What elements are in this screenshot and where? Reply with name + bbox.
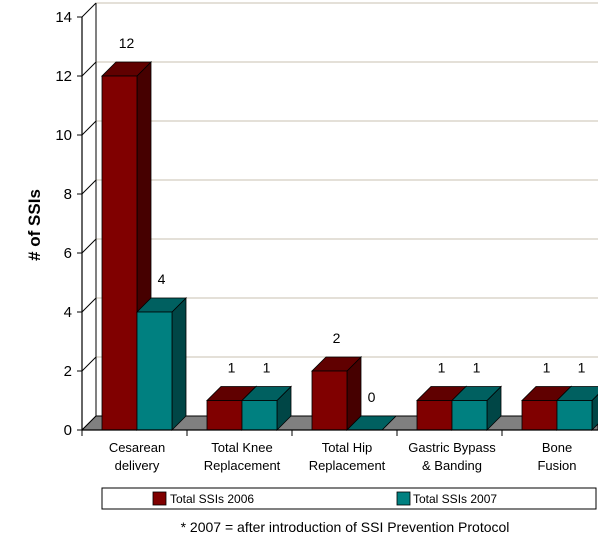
bar-front <box>416 400 453 431</box>
bar-front <box>101 75 138 431</box>
y-tick-label: 8 <box>64 186 72 203</box>
gridline-wall <box>81 179 97 195</box>
gridline-wall <box>81 120 97 136</box>
data-label: 12 <box>119 35 135 51</box>
x-tick-label: Total Hip Replacement <box>309 440 386 473</box>
data-label: 1 <box>578 360 586 376</box>
back-wall <box>96 3 598 416</box>
bar-0-2 <box>311 356 362 431</box>
data-label: 1 <box>543 360 551 376</box>
legend: Total SSIs 2006 Total SSIs 2007 <box>101 487 597 510</box>
y-tick-label: 6 <box>64 245 72 262</box>
bar-front <box>451 400 488 431</box>
y-tick-label: 2 <box>64 363 72 380</box>
bar-front <box>136 311 173 431</box>
gridline-wall <box>81 61 97 77</box>
data-label: 1 <box>228 360 236 376</box>
x-tick-label: Cesarean delivery <box>109 440 165 473</box>
y-tick-label: 12 <box>55 68 72 85</box>
bar-1-0 <box>136 297 187 431</box>
y-axis: 0 2 4 6 8 10 12 14 <box>55 9 83 439</box>
data-label: 1 <box>473 360 481 376</box>
bar-side <box>171 297 187 431</box>
y-tick-label: 10 <box>55 127 72 144</box>
bar-front <box>241 400 278 431</box>
legend-label-2006: Total SSIs 2006 <box>170 492 254 506</box>
x-tick-label: Gastric Bypass & Banding <box>408 440 496 473</box>
bar-front <box>521 400 558 431</box>
bar-1-1 <box>241 385 292 431</box>
legend-box <box>101 487 597 510</box>
bar-1-4 <box>556 386 598 431</box>
data-label: 4 <box>158 271 166 287</box>
y-tick-label: 0 <box>64 422 72 439</box>
gridline-wall <box>81 356 97 372</box>
x-tick-label: Total Knee Replacement <box>204 440 281 473</box>
y-tick-label: 14 <box>55 9 72 26</box>
data-label: 1 <box>438 360 446 376</box>
data-label: 0 <box>368 389 376 405</box>
bar-front <box>206 400 243 431</box>
footnote: * 2007 = after introduction of SSI Preve… <box>181 519 510 535</box>
legend-swatch-2006 <box>152 491 167 506</box>
y-axis-title: # of SSIs <box>25 189 44 261</box>
x-tick-label: Bone Fusion <box>537 440 576 473</box>
data-label: 2 <box>333 330 341 346</box>
legend-swatch-2007 <box>396 491 411 506</box>
bar-front <box>556 400 593 431</box>
gridline-wall <box>81 297 97 313</box>
y-tick-label: 4 <box>64 304 72 321</box>
x-axis: Cesarean delivery Total Knee Replacement Tot… <box>81 429 598 473</box>
gridline-wall <box>81 238 97 254</box>
bar-front <box>311 370 348 431</box>
gridline-wall <box>81 2 97 18</box>
data-label: 1 <box>263 360 271 376</box>
bar-1-3 <box>451 385 502 431</box>
legend-label-2007: Total SSIs 2007 <box>413 492 497 506</box>
